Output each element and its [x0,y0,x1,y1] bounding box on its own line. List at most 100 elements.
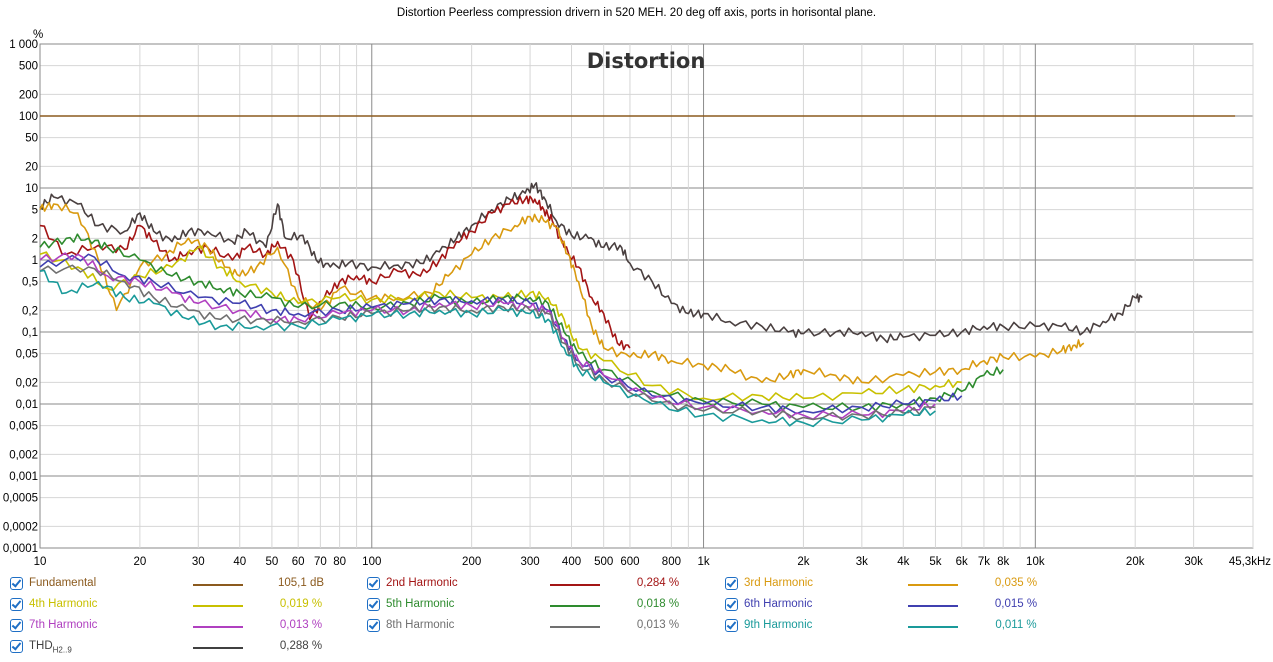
x-tick-label: 20k [1126,556,1145,568]
x-tick-label: 20 [133,556,146,568]
legend-value: 0,018 % [636,598,680,610]
legend-value: 0,019 % [279,598,323,610]
legend-swatch [193,647,243,649]
y-tick-label: 500 [19,61,38,73]
series-line-6th-harmonic [39,253,963,415]
legend-checkbox[interactable] [725,577,738,590]
x-tick-label: 80 [333,556,346,568]
legend-swatch [908,584,958,586]
distortion-plot: 1 000 500 200 100 50 20 10 5 2 1 0,5 0,2 0,1 0,05 0,02… [3,29,1272,568]
x-tick-label: 5k [929,556,941,568]
x-tick-label: 10k [1026,556,1045,568]
y-tick-label: 0,2 [22,305,38,317]
legend-swatch [193,605,243,607]
plot-area [39,43,1254,549]
x-tick-label: 1k [697,556,709,568]
x-tick-label: 500 [594,556,613,568]
legend-label: 4th Harmonic [29,598,97,610]
y-tick-label: 0,005 [9,421,38,433]
legend-value: 0,288 % [279,640,323,652]
legend-label-text: 8th Harmonic [386,619,455,631]
legend-swatch [908,626,958,628]
y-tick-labels: 1 000 500 200 100 50 20 10 5 2 1 0,5 0,2 0,1 0,05 0,02… [3,39,38,555]
legend-label-subscript: H2..9 [52,645,72,655]
legend: Fundamental 105,1 dB 2nd Harmonic 0,284 % 3r… [0,573,1273,662]
series-line-3rd-harmonic [39,202,1085,385]
legend-value: 105,1 dB [277,577,325,589]
x-tick-label: 300 [520,556,539,568]
legend-value: 0,035 % [994,577,1038,589]
legend-item: Fundamental 105,1 dB [10,575,350,595]
legend-item: 6th Harmonic 0,015 % [725,596,1065,616]
legend-label-text: 2nd Harmonic [386,577,458,589]
x-tick-label: 4k [897,556,909,568]
legend-item: 2nd Harmonic 0,284 % [367,575,707,595]
legend-label-text: 9th Harmonic [744,619,813,631]
legend-item: 5th Harmonic 0,018 % [367,596,707,616]
legend-label-text: Fundamental [29,577,97,589]
legend-checkbox[interactable] [725,598,738,611]
legend-swatch [908,605,958,607]
y-tick-label: 0,0005 [3,493,38,505]
legend-value: 0,013 % [279,619,323,631]
y-tick-label: 100 [19,111,38,123]
y-tick-label: 0,02 [16,377,38,389]
legend-checkbox[interactable] [367,619,380,632]
y-tick-label: 0,5 [22,277,38,289]
legend-checkbox[interactable] [367,598,380,611]
legend-checkbox[interactable] [10,577,23,590]
y-tick-label: 5 [32,205,38,217]
x-tick-label: 2k [797,556,809,568]
y-tick-label: 50 [25,133,38,145]
legend-swatch [193,626,243,628]
legend-item: THDH2..9 0,288 % [10,638,350,658]
x-tick-label: 30 [192,556,205,568]
legend-item: 7th Harmonic 0,013 % [10,617,350,637]
y-tick-label: 0,1 [22,327,38,339]
series-group [39,115,1236,428]
x-tick-label: 30k [1184,556,1203,568]
legend-swatch [193,584,243,586]
x-tick-label: 7k [978,556,990,568]
legend-checkbox[interactable] [10,619,23,632]
x-tick-label: 600 [620,556,639,568]
legend-swatch [550,626,600,628]
x-tick-label: 400 [562,556,581,568]
legend-checkbox[interactable] [10,640,23,653]
x-tick-label: 40 [233,556,246,568]
legend-label: THDH2..9 [29,640,72,654]
legend-value: 0,284 % [636,577,680,589]
legend-label-text: THD [29,640,53,652]
legend-value: 0,015 % [994,598,1038,610]
x-tick-label: 45,3kHz [1229,556,1271,568]
legend-label: 9th Harmonic [744,619,812,631]
legend-item: 3rd Harmonic 0,035 % [725,575,1065,595]
x-tick-label: 6k [956,556,968,568]
figure-title: Distortion Peerless compression drivern … [396,7,877,19]
x-tick-label: 70 [314,556,327,568]
y-tick-label: 0,002 [9,449,38,461]
y-tick-label: 0,0001 [3,543,38,555]
y-tick-label: 1 [32,255,38,267]
series-line-thd-h2-9 [39,182,1143,344]
series-line-9th-harmonic [39,269,936,428]
legend-label-text: 5th Harmonic [386,598,455,610]
y-tick-label: 20 [25,161,38,173]
y-tick-label: 10 [25,183,38,195]
legend-checkbox[interactable] [10,598,23,611]
legend-label-text: 7th Harmonic [29,619,98,631]
legend-checkbox[interactable] [725,619,738,632]
y-tick-label: 0,05 [16,349,38,361]
y-tick-label: 200 [19,89,38,101]
legend-item: 4th Harmonic 0,019 % [10,596,350,616]
y-axis-unit: % [33,29,43,41]
y-tick-label: 0,001 [9,471,38,483]
y-tick-label: 1 000 [9,39,38,51]
legend-swatch [550,584,600,586]
y-tick-label: 0,01 [16,399,38,411]
legend-value: 0,011 % [995,619,1037,631]
x-tick-labels: 10 20 30 40 50 60 70 80 100 200 300 400 500 600 800 1k 2… [34,556,1272,568]
series-line-4th-harmonic [39,245,962,402]
legend-checkbox[interactable] [367,577,380,590]
legend-item: 9th Harmonic 0,011 % [725,617,1065,637]
